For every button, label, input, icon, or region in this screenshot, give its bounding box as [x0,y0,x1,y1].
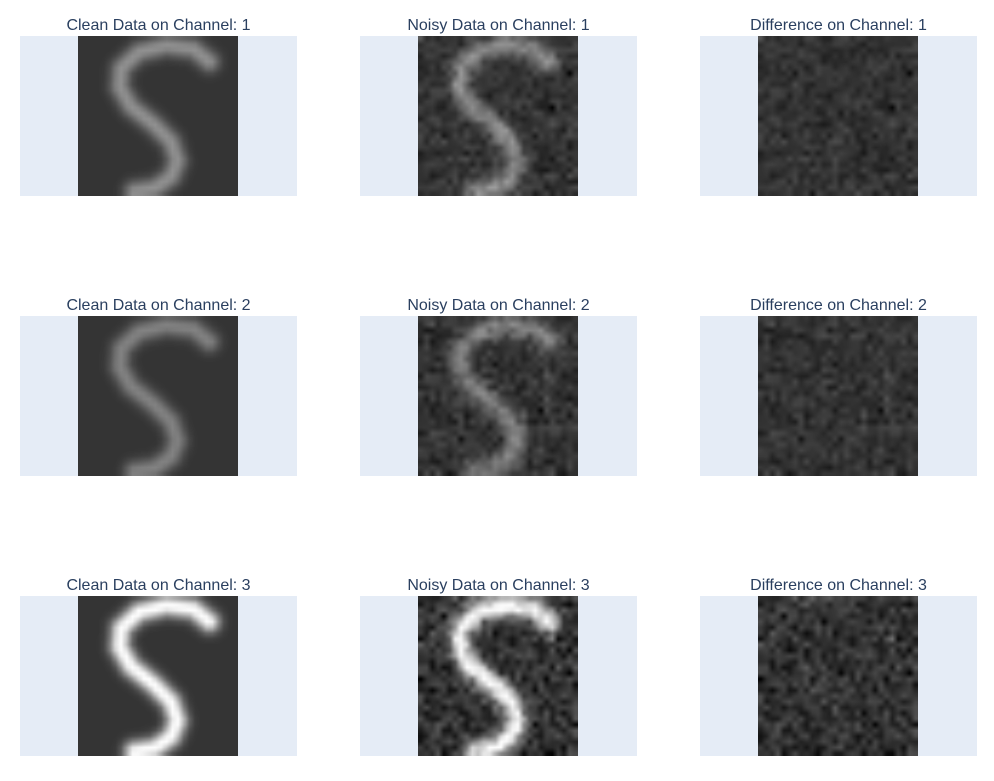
panel-title: Difference on Channel: 3 [750,577,927,594]
panel-difference-channel-2: Difference on Channel: 2 [700,296,977,476]
plot-area [20,596,297,756]
panel-title: Clean Data on Channel: 2 [66,297,251,314]
panel-title: Difference on Channel: 1 [750,17,927,34]
panel-title: Clean Data on Channel: 3 [66,577,251,594]
panel-title: Noisy Data on Channel: 2 [407,297,590,314]
panel-clean-channel-1: Clean Data on Channel: 1 [20,16,297,196]
panel-noisy-channel-2: Noisy Data on Channel: 2 [360,296,637,476]
panel-noisy-channel-3: Noisy Data on Channel: 3 [360,576,637,756]
image-noisy-channel-2 [418,316,578,476]
image-difference-channel-3 [758,596,918,756]
plot-area [360,36,637,196]
image-clean-channel-2 [78,316,238,476]
image-difference-channel-2 [758,316,918,476]
panel-difference-channel-1: Difference on Channel: 1 [700,16,977,196]
image-noisy-channel-1 [418,36,578,196]
panel-title: Noisy Data on Channel: 3 [407,577,590,594]
plot-area [360,596,637,756]
panel-clean-channel-3: Clean Data on Channel: 3 [20,576,297,756]
image-clean-channel-3 [78,596,238,756]
plot-area [20,316,297,476]
panel-difference-channel-3: Difference on Channel: 3 [700,576,977,756]
image-clean-channel-1 [78,36,238,196]
panel-title: Difference on Channel: 2 [750,297,927,314]
plot-area [700,596,977,756]
panel-noisy-channel-1: Noisy Data on Channel: 1 [360,16,637,196]
plot-area [700,36,977,196]
plot-area [360,316,637,476]
image-noisy-channel-3 [418,596,578,756]
plot-area [20,36,297,196]
panel-title: Noisy Data on Channel: 1 [407,17,590,34]
panel-clean-channel-2: Clean Data on Channel: 2 [20,296,297,476]
panel-title: Clean Data on Channel: 1 [66,17,251,34]
plot-area [700,316,977,476]
image-difference-channel-1 [758,36,918,196]
